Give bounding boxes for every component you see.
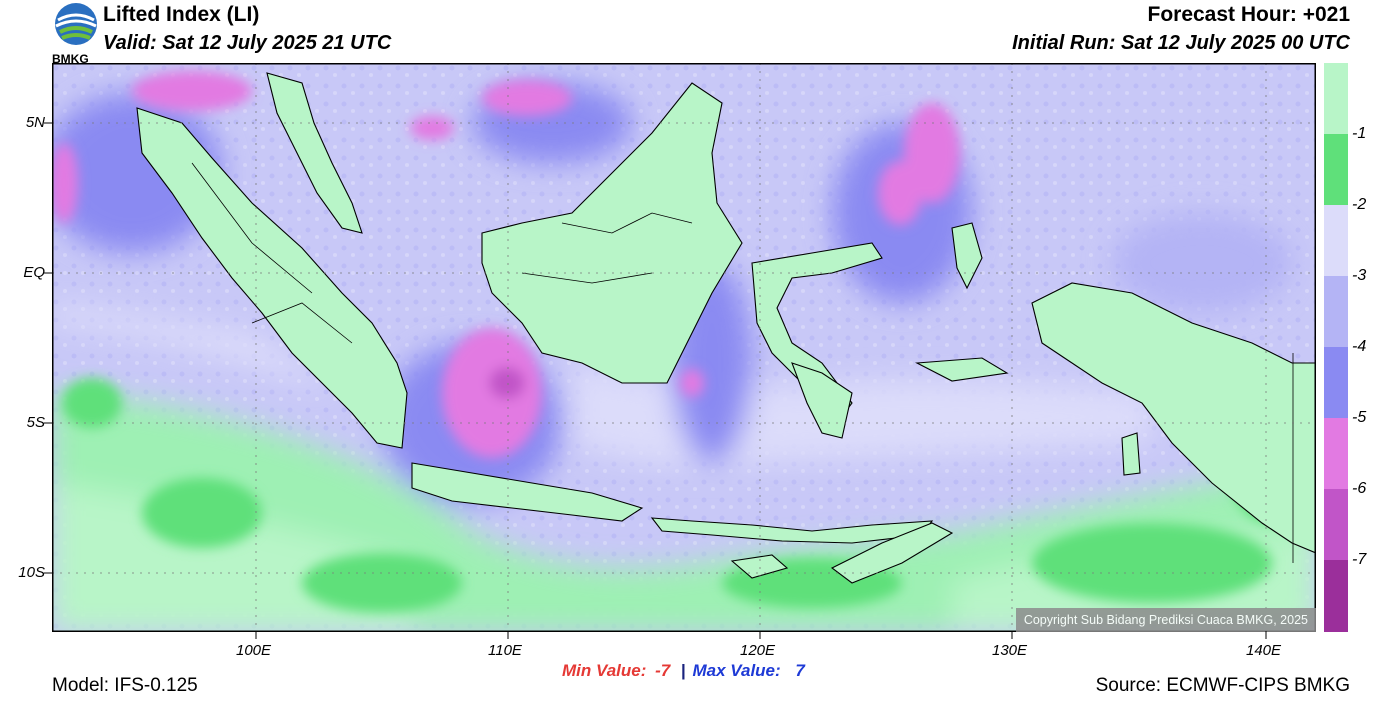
halmahera <box>951 222 983 290</box>
colorbar <box>1324 63 1348 632</box>
seram <box>915 357 1009 382</box>
lon-label-120e: 120E <box>740 642 776 659</box>
model-label: Model: IFS-0.125 <box>52 675 198 696</box>
forecast-hour: Forecast Hour: +021 <box>1147 3 1351 26</box>
java <box>411 462 644 522</box>
colorbar-swatch-5 <box>1324 418 1348 489</box>
lon-label-130e: 130E <box>992 642 1028 659</box>
colorbar-swatch-4 <box>1324 347 1348 418</box>
colorbar-swatch-1 <box>1324 134 1348 205</box>
lat-label-10s: 10S <box>18 564 45 581</box>
colorbar-swatch-2 <box>1324 205 1348 276</box>
colorbar-swatch-7 <box>1324 560 1348 632</box>
aru-islands <box>1121 432 1141 476</box>
min-max-values: Min Value: -7 | Max Value: 7 <box>562 661 805 681</box>
lon-label-100e: 100E <box>236 642 272 659</box>
lon-label-140e: 140E <box>1246 642 1282 659</box>
sulawesi-se-arm <box>791 362 853 439</box>
lifted-index-map <box>42 62 1317 633</box>
map-title: Lifted Index (LI) <box>103 3 260 26</box>
malay-peninsula <box>266 72 363 234</box>
initial-run: Initial Run: Sat 12 July 2025 00 UTC <box>1012 32 1350 54</box>
colorbar-label--4: -4 <box>1352 338 1367 355</box>
new-guinea <box>1031 282 1317 554</box>
colorbar-label--1: -1 <box>1352 125 1367 142</box>
copyright-text: Copyright Sub Bidang Prediksi Cuaca BMKG… <box>1023 613 1308 627</box>
min-label: Min Value: <box>562 661 647 680</box>
lat-label-eq: EQ <box>23 264 45 281</box>
bmkg-logo-icon <box>55 3 97 45</box>
source-label: Source: ECMWF-CIPS BMKG <box>1095 675 1350 696</box>
separator: | <box>680 661 686 680</box>
sumba <box>730 554 789 579</box>
colorbar-swatch-6 <box>1324 489 1348 560</box>
colorbar-label--6: -6 <box>1352 480 1367 497</box>
colorbar-label--5: -5 <box>1352 409 1367 426</box>
lat-ticks <box>44 122 52 574</box>
lat-label-5n: 5N <box>25 114 45 131</box>
map-frame: Copyright Sub Bidang Prediksi Cuaca BMKG… <box>42 62 1317 633</box>
lat-label-5s: 5S <box>26 414 45 431</box>
lon-label-110e: 110E <box>488 642 522 659</box>
copyright-box: Copyright Sub Bidang Prediksi Cuaca BMKG… <box>1015 608 1316 632</box>
max-value: 7 <box>795 661 805 680</box>
max-label: Max Value: <box>692 661 781 680</box>
sulawesi <box>751 242 883 424</box>
valid-time: Valid: Sat 12 July 2025 21 UTC <box>103 32 392 54</box>
bmkg-logo: BMKG <box>52 2 100 66</box>
lon-ticks <box>255 631 1267 639</box>
sumatra <box>136 107 408 449</box>
colorbar-label--3: -3 <box>1352 267 1367 284</box>
colorbar-label--7: -7 <box>1352 551 1367 568</box>
colorbar-label--2: -2 <box>1352 196 1367 213</box>
min-value: -7 <box>655 661 671 680</box>
colorbar-swatch-3 <box>1324 276 1348 347</box>
timor <box>830 522 954 584</box>
colorbar-swatch-0 <box>1324 63 1348 134</box>
